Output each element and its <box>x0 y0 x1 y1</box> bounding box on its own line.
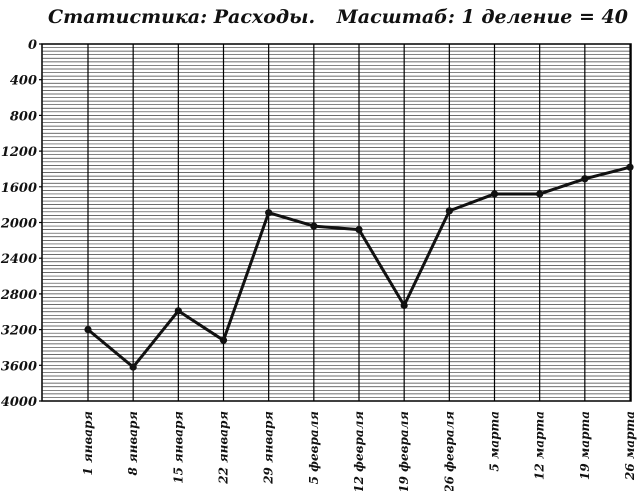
y-tick-label: 1600 <box>1 181 37 196</box>
minor-gridlines <box>42 47 631 398</box>
major-gridlines <box>87 44 631 401</box>
y-tick-label: 2800 <box>0 288 37 303</box>
data-point <box>355 226 363 234</box>
data-point <box>490 190 499 198</box>
y-tick-label: 0 <box>28 38 37 53</box>
y-tick-label: 2400 <box>0 252 37 267</box>
data-point <box>84 326 92 334</box>
data-point <box>400 301 408 310</box>
data-point <box>310 222 318 230</box>
y-tick-label: 4000 <box>1 395 37 410</box>
x-tick-label: 12 марта <box>533 411 547 480</box>
data-point <box>536 190 544 198</box>
y-tick-label: 3200 <box>1 324 37 339</box>
x-tick-label: 26 марта <box>623 411 637 481</box>
data-point <box>581 175 589 183</box>
data-point <box>174 307 182 315</box>
y-tick-label: 800 <box>10 109 37 124</box>
data-point <box>445 207 453 215</box>
data-point <box>626 163 634 171</box>
data-point <box>265 209 273 217</box>
x-axis: 1 января 8 января 15 января 22 января 29 янв… <box>81 411 637 491</box>
x-tick-label: 5 марта <box>488 411 502 472</box>
x-tick-label: 22 января <box>217 411 231 485</box>
y-axis: 0 400 800 1200 1600 2000 2400 2800 3200 3600 4000 <box>0 38 42 410</box>
x-tick-label: 12 февраля <box>352 411 366 491</box>
x-tick-label: 29 января <box>262 411 276 485</box>
x-tick-label: 5 февраля <box>307 411 321 484</box>
y-tick-label: 400 <box>10 74 37 89</box>
chart-title: Статистика: Расходы. <box>48 6 316 28</box>
data-series <box>84 163 634 371</box>
chart-scale-label: Масштаб: 1 деление = 40 <box>336 6 628 28</box>
y-tick-label: 1200 <box>1 145 37 160</box>
y-tick-label: 3600 <box>1 359 37 374</box>
x-tick-label: 1 января <box>81 411 95 475</box>
x-tick-label: 15 января <box>171 411 185 484</box>
x-tick-label: 26 февраля <box>442 411 456 491</box>
data-point <box>129 363 137 371</box>
x-tick-label: 19 февраля <box>397 411 411 491</box>
data-point <box>219 336 228 344</box>
x-tick-label: 19 марта <box>578 411 592 480</box>
x-tick-label: 8 января <box>126 411 140 475</box>
y-tick-label: 2000 <box>0 217 37 232</box>
